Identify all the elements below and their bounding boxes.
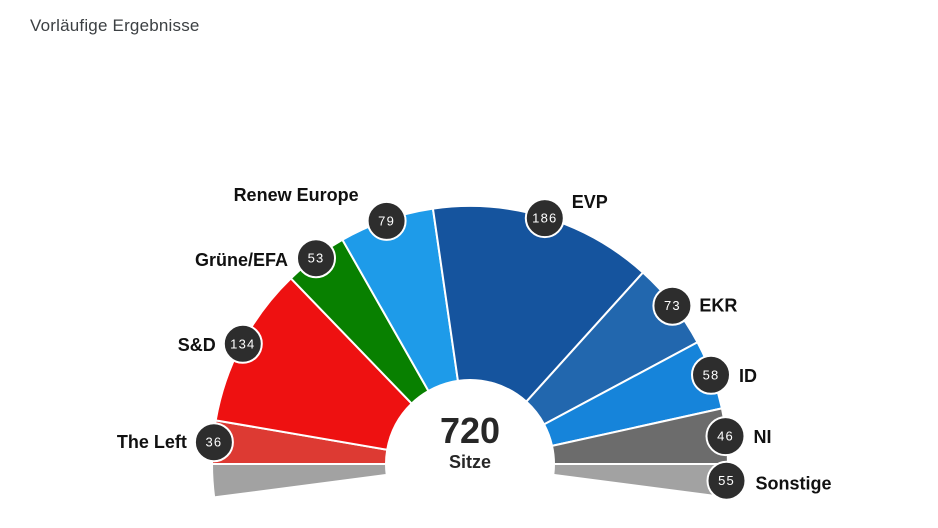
seat-badge-circle-renew-europe: [366, 200, 407, 241]
seat-badge-circle-gruene-efa: [296, 238, 336, 279]
wedge-evp[interactable]: [431, 205, 644, 403]
total-seats-unit: Sitze: [449, 452, 491, 472]
seat-badge-ni: 46: [705, 416, 746, 457]
seat-count-renew-europe: 79: [378, 213, 395, 228]
group-label-s-d: S&D: [178, 335, 216, 355]
wedges-layer: [210, 205, 730, 499]
page-title: Vorläufige Ergebnisse: [30, 16, 200, 35]
seat-count-ni: 46: [717, 429, 734, 444]
badges-layer: 36 134 53 79 186 73 58 46 55: [193, 198, 747, 501]
seat-badge-gruene-efa: 53: [296, 238, 336, 279]
group-label-id: ID: [739, 366, 757, 386]
seat-badge-renew-europe: 79: [366, 200, 407, 241]
seat-badge-circle-s-d: [222, 323, 263, 364]
group-label-sonstige: Sonstige: [756, 474, 832, 494]
group-label-gruene-efa: Grüne/EFA: [195, 250, 288, 270]
seat-badge-circle-sonstige: [706, 460, 747, 501]
wedge-sonstige-left[interactable]: [210, 463, 388, 499]
group-label-ni: NI: [754, 427, 772, 447]
seat-badge-s-d: 134: [222, 323, 263, 364]
wedge-sonstige-right[interactable]: [552, 463, 730, 499]
group-label-ekr: EKR: [699, 296, 737, 316]
seat-badge-evp: 186: [524, 198, 565, 239]
seat-count-gruene-efa: 53: [308, 251, 325, 266]
seat-badge-the-left: 36: [193, 422, 234, 463]
group-label-renew-europe: Renew Europe: [234, 185, 359, 205]
labels-layer: The Left S&D Grüne/EFA Renew Europe EVP EKR ID…: [117, 185, 832, 494]
seat-badge-circle-ekr: [652, 285, 693, 326]
seat-badge-ekr: 73: [652, 285, 693, 326]
seat-badge-circle-the-left: [193, 422, 234, 463]
seat-count-the-left: 36: [205, 435, 222, 450]
seat-badge-circle-id: [691, 354, 731, 395]
group-label-the-left: The Left: [117, 432, 187, 452]
seat-badge-circle-ni: [705, 416, 746, 457]
seat-count-sonstige: 55: [718, 473, 735, 488]
seat-badge-id: 58: [691, 354, 731, 395]
seat-badge-sonstige: 55: [706, 460, 747, 501]
seat-count-s-d: 134: [230, 336, 255, 351]
total-seats-number: 720: [440, 410, 500, 451]
seat-count-ekr: 73: [664, 298, 681, 313]
seat-badge-circle-evp: [524, 198, 565, 239]
group-label-evp: EVP: [572, 192, 608, 212]
wedge-s-d[interactable]: [214, 277, 413, 451]
seat-count-id: 58: [703, 367, 720, 382]
seat-count-evp: 186: [532, 211, 557, 226]
